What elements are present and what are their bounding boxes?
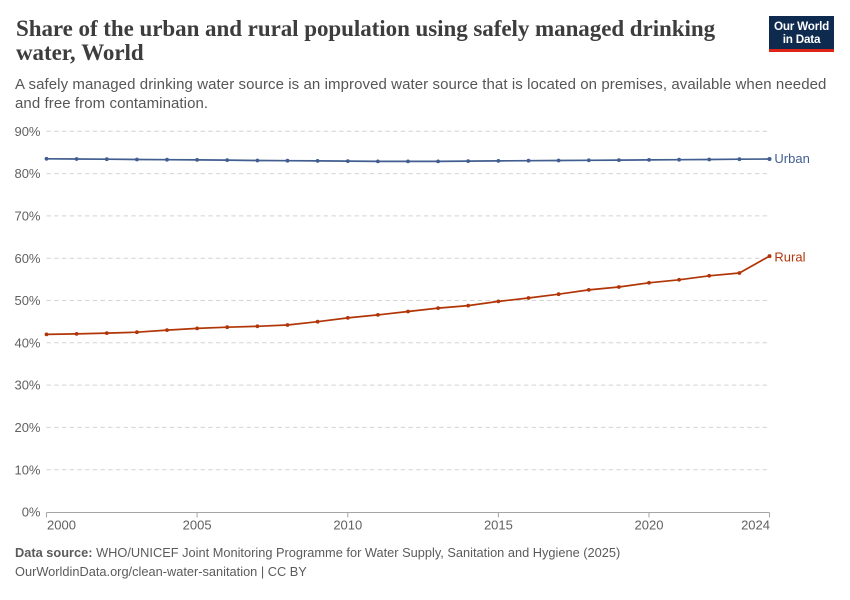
svg-text:20%: 20% <box>14 420 40 435</box>
svg-text:2010: 2010 <box>333 518 362 533</box>
svg-text:2000: 2000 <box>47 518 76 533</box>
svg-text:2015: 2015 <box>484 518 513 533</box>
svg-text:90%: 90% <box>14 124 40 139</box>
svg-text:80%: 80% <box>14 166 40 181</box>
svg-text:2024: 2024 <box>741 518 770 533</box>
svg-text:50%: 50% <box>14 293 40 308</box>
svg-text:10%: 10% <box>14 462 40 477</box>
svg-text:2005: 2005 <box>183 518 212 533</box>
svg-text:2020: 2020 <box>635 518 664 533</box>
svg-text:Urban: Urban <box>774 151 809 166</box>
svg-text:0%: 0% <box>22 505 41 520</box>
svg-text:30%: 30% <box>14 378 40 393</box>
svg-text:Rural: Rural <box>774 249 805 264</box>
svg-text:40%: 40% <box>14 335 40 350</box>
svg-text:70%: 70% <box>14 209 40 224</box>
svg-text:60%: 60% <box>14 251 40 266</box>
